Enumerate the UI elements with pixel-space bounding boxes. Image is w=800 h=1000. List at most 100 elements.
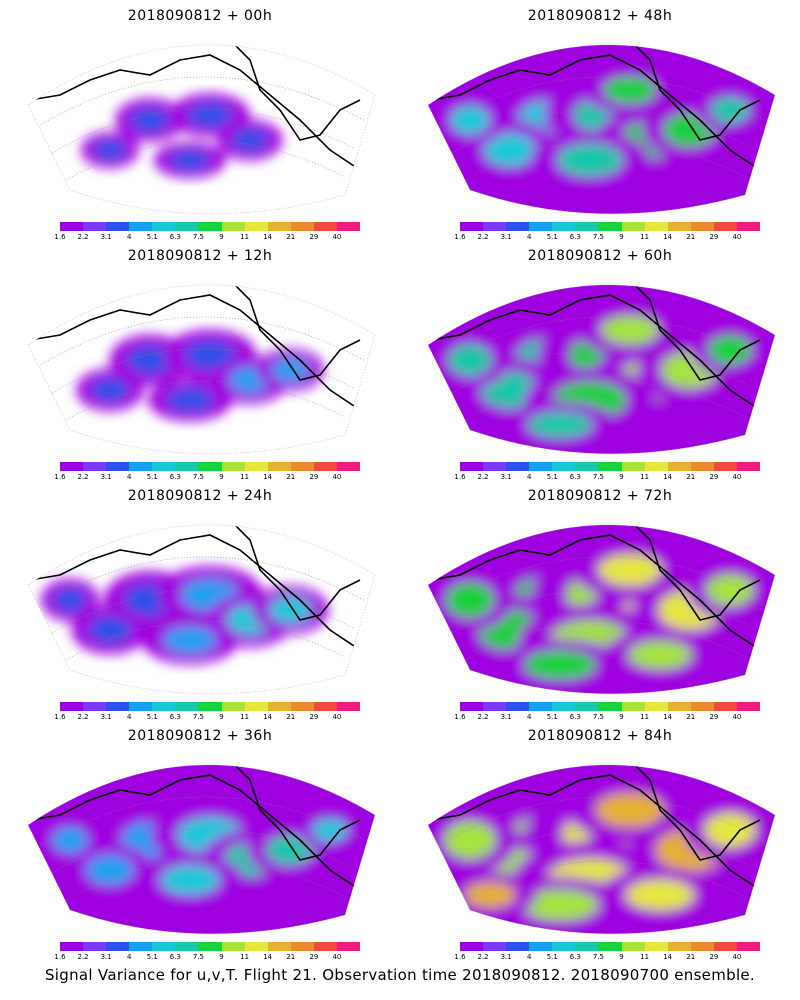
colorbar-swatch (575, 222, 599, 231)
variance-core (625, 879, 695, 911)
colorbar-label: 1.6 (454, 713, 466, 721)
variance-core (448, 344, 492, 376)
variance-core (527, 411, 593, 439)
colorbar-label: 1.6 (454, 473, 466, 481)
colorbar-swatch (713, 222, 737, 231)
colorbar-swatch (313, 942, 337, 951)
colorbar-swatch (175, 702, 199, 711)
colorbar-swatch (60, 222, 84, 231)
colorbar-label: 4 (526, 473, 532, 481)
variance-core (524, 650, 596, 680)
colorbar-swatch (152, 942, 176, 951)
colorbar-swatch (336, 222, 361, 231)
colorbar-label: 40 (732, 473, 742, 481)
colorbar-swatch (460, 702, 484, 711)
variance-map (427, 44, 776, 215)
panel-title: 2018090812 + 84h (527, 728, 673, 744)
variance-core (521, 889, 599, 921)
variance-core (600, 315, 660, 345)
colorbar-label: 40 (732, 713, 742, 721)
colorbar-label: 6.3 (169, 233, 181, 241)
colorbar-label: 29 (309, 233, 319, 241)
graticule-line (463, 860, 746, 902)
colorbar-swatch (267, 222, 291, 231)
variance-map (27, 524, 376, 695)
colorbar-swatch (290, 462, 314, 471)
colorbar-label: 21 (286, 953, 296, 961)
figure-caption: Signal Variance for u,v,T. Flight 21. Ob… (44, 966, 756, 984)
coastline (29, 284, 361, 411)
panel-title: 2018090812 + 36h (127, 728, 273, 744)
coastline (29, 44, 361, 171)
colorbar-label: 9 (619, 473, 624, 481)
colorbar-swatch (690, 222, 714, 231)
variance-core (710, 96, 750, 124)
variance-core (450, 105, 490, 135)
colorbar-label: 7.5 (592, 713, 605, 721)
colorbar-swatch (106, 702, 130, 711)
colorbar-label: 9 (219, 233, 224, 241)
colorbar-label: 11 (640, 233, 650, 241)
graticule-line (63, 380, 346, 422)
colorbar: 1.6 2.2 3.1 4 5.1 6.3 7.5 9 11 14 21 29 40 (54, 222, 361, 246)
graticule-line (451, 108, 756, 154)
colorbar-swatch (60, 702, 84, 711)
map-outline (27, 284, 376, 455)
colorbar-label: 3.1 (500, 953, 512, 961)
variance-core (163, 626, 217, 654)
colorbar-label: 40 (332, 953, 342, 961)
panel-title: 2018090812 + 00h (127, 8, 273, 24)
colorbar-swatch (152, 702, 176, 711)
colorbar-label: 6.3 (569, 233, 581, 241)
colorbar-swatch (221, 942, 245, 951)
variance-map (427, 284, 776, 455)
colorbar-swatch (336, 942, 361, 951)
variance-core (446, 582, 494, 618)
colorbar-swatch (621, 462, 645, 471)
colorbar-label: 14 (663, 953, 673, 961)
variance-core (54, 588, 86, 612)
colorbar-swatch (598, 702, 622, 711)
colorbar-swatch (244, 222, 268, 231)
colorbar-swatch (129, 222, 153, 231)
forecast-panel: 2018090812 + 84h 1.6 2.2 3.1 4 5.1 6.3 7.5 9 11 14… (400, 720, 800, 961)
colorbar-swatch (736, 702, 761, 711)
colorbar-label: 7.5 (192, 473, 205, 481)
variance-core (271, 358, 309, 382)
variance-map (27, 284, 376, 455)
colorbar-label: 5.1 (546, 473, 558, 481)
colorbar-swatch (221, 702, 245, 711)
colorbar-label: 21 (286, 713, 296, 721)
variance-core (91, 378, 129, 402)
colorbar-swatch (198, 702, 222, 711)
colorbar-label: 6.3 (169, 953, 181, 961)
colorbar-label: 4 (526, 953, 532, 961)
variance-core (312, 818, 348, 842)
colorbar-label: 2.2 (477, 953, 489, 961)
variance-map (27, 764, 376, 935)
colorbar-swatch (152, 222, 176, 231)
forecast-panel: 2018090812 + 60h 1.6 2.2 3.1 4 5.1 6.3 7.5 9 11 14… (400, 240, 800, 481)
colorbar-swatch (667, 702, 691, 711)
colorbar-label: 1.6 (54, 473, 66, 481)
colorbar-label: 3.1 (500, 233, 512, 241)
graticule-line (51, 108, 356, 154)
colorbar-swatch (267, 942, 291, 951)
colorbar-swatch (267, 462, 291, 471)
colorbar-swatch (552, 222, 576, 231)
colorbar-label: 11 (240, 953, 250, 961)
coastline (429, 764, 761, 891)
map-outline (427, 764, 776, 935)
colorbar-swatch (129, 462, 153, 471)
colorbar-label: 40 (332, 473, 342, 481)
colorbar-label: 1.6 (54, 953, 66, 961)
colorbar-label: 4 (526, 713, 532, 721)
colorbar-swatch (529, 942, 553, 951)
map-outline (27, 524, 376, 695)
colorbar-label: 21 (286, 233, 296, 241)
colorbar-swatch (244, 702, 268, 711)
colorbar-label: 5.1 (146, 953, 158, 961)
colorbar-label: 9 (619, 953, 624, 961)
graticule-line (51, 348, 356, 394)
colorbar-label: 4 (526, 233, 532, 241)
